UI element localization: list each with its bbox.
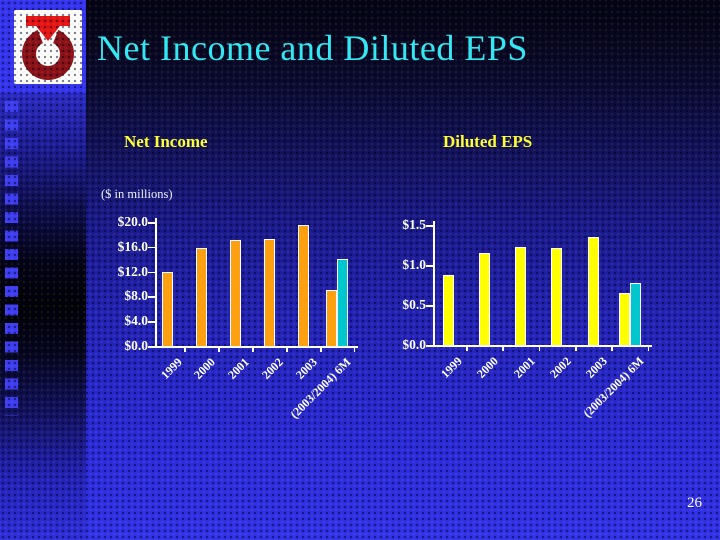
x-tick	[502, 347, 504, 351]
units-note: ($ in millions)	[101, 187, 173, 201]
x-category-label: 2002	[259, 355, 287, 382]
x-tick	[466, 347, 468, 351]
bar	[442, 274, 454, 345]
y-tick-label: $4.0	[124, 313, 148, 329]
bar	[162, 271, 173, 346]
x-tick	[647, 347, 650, 351]
x-category-label: 1999	[157, 355, 185, 382]
y-tick	[148, 321, 155, 323]
y-tick-label: $0.0	[402, 337, 426, 352]
x-tick	[252, 348, 254, 352]
y-tick-label: $12.0	[117, 263, 148, 279]
x-tick	[218, 348, 220, 352]
x-tick	[611, 347, 613, 351]
bar	[229, 239, 241, 346]
y-tick-label: $0.0	[124, 338, 148, 353]
x-category-label: 2001	[225, 355, 253, 382]
x-tick	[184, 348, 186, 352]
x-category-label: 2000	[191, 355, 219, 382]
x-category-label: 2002	[546, 354, 574, 381]
y-tick	[426, 305, 433, 307]
slide-title: Net Income and Diluted EPS	[97, 28, 528, 68]
x-category-label: 2000	[474, 354, 502, 381]
x-category-label: 2003	[293, 355, 321, 382]
bar	[337, 259, 348, 346]
bar	[551, 248, 563, 345]
y-tick-label: $1.0	[402, 257, 426, 272]
y-tick	[148, 346, 155, 348]
x-tick	[353, 348, 356, 352]
bar	[195, 248, 207, 346]
y-tick-label: $1.5	[402, 217, 426, 232]
x-category-label: (2003/2004) 6M	[287, 355, 354, 422]
y-tick	[148, 222, 155, 224]
bar	[263, 239, 275, 346]
bar	[587, 237, 599, 345]
x-tick	[575, 347, 577, 351]
y-tick	[148, 246, 155, 249]
net-income-chart-heading: Net Income	[124, 132, 208, 151]
page-number: 26	[687, 495, 702, 511]
y-axis	[433, 221, 435, 347]
x-category-label: 1999	[438, 354, 465, 381]
y-tick-label: $16.0	[117, 238, 148, 254]
x-category-label: 2003	[583, 354, 611, 381]
y-tick	[148, 271, 155, 274]
y-tick-label: $20.0	[117, 214, 148, 229]
y-tick	[426, 225, 433, 227]
x-tick	[320, 348, 322, 352]
bar	[297, 225, 309, 346]
y-axis	[155, 218, 157, 348]
bar	[515, 247, 527, 345]
y-tick	[148, 296, 155, 298]
diluted-eps-chart-heading: Diluted EPS	[443, 132, 533, 151]
y-tick	[426, 345, 433, 347]
bar	[618, 293, 630, 345]
bar	[478, 253, 490, 345]
x-tick	[286, 348, 288, 352]
x-tick	[538, 347, 541, 351]
y-tick-label: $8.0	[124, 288, 148, 304]
y-tick-label: $0.5	[402, 297, 426, 312]
y-tick	[426, 265, 433, 267]
bar	[629, 282, 641, 345]
x-category-label: 2001	[510, 354, 538, 381]
bar	[326, 290, 337, 346]
